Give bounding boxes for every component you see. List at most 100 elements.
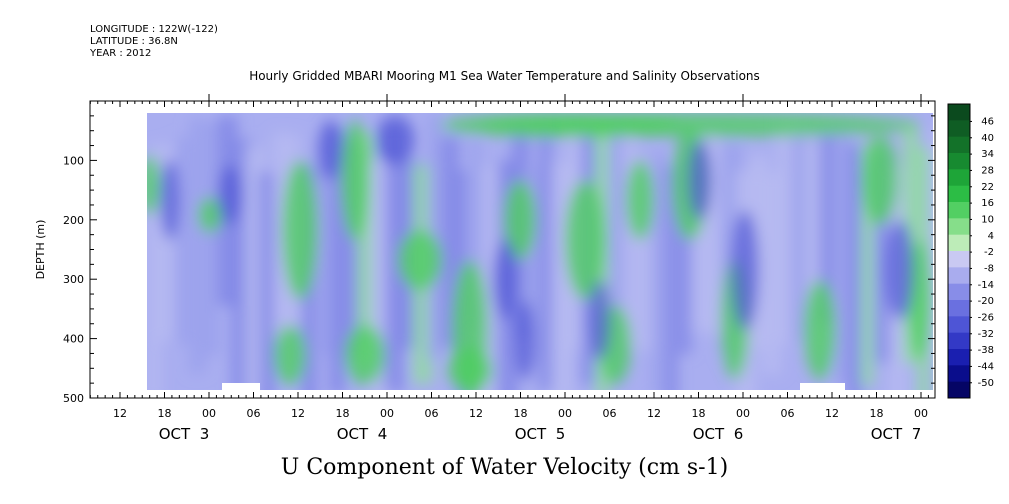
data-gap [222, 383, 260, 390]
x-day-label: OCT 5 [515, 425, 566, 443]
variable-label: U Component of Water Velocity (cm s-1) [280, 455, 729, 480]
x-tick-label: 12 [469, 407, 483, 420]
heat-green-patch [341, 120, 369, 240]
longitude-label: LONGITUDE : 122W(-122) [90, 24, 218, 35]
heat-blobs [147, 113, 933, 390]
y-tick-label: 400 [63, 333, 84, 346]
x-tick-label: 18 [870, 407, 884, 420]
year-label: YEAR : 2012 [90, 48, 152, 59]
heat-green-patch [862, 135, 898, 225]
heat-blue-core [318, 120, 342, 180]
colorbar-label: 46 [981, 116, 994, 127]
heat-band [189, 117, 206, 374]
colorbar-label: -38 [978, 345, 994, 356]
colorbar-swatch [948, 136, 970, 154]
x-tick-label: 06 [781, 407, 795, 420]
heat-band [763, 172, 782, 375]
x-tick-label: 00 [558, 407, 572, 420]
heat-green-patch [198, 197, 222, 233]
data-gap [800, 383, 845, 390]
x-tick-label: 12 [647, 407, 661, 420]
colorbar-label: -8 [984, 263, 994, 274]
heat-green-patch [504, 180, 536, 260]
heat-green-patch [448, 348, 492, 390]
heat-blue-core [590, 280, 610, 360]
x-day-label: OCT 4 [337, 425, 388, 443]
colorbar-swatch [948, 104, 970, 121]
x-tick-label: 00 [380, 407, 394, 420]
heat-band [847, 144, 863, 390]
colorbar-label: -50 [978, 378, 994, 389]
x-tick-label: 06 [603, 407, 617, 420]
colorbar: 46 40 34 28 22 16 10 4 -2 -8 -14 -20 -26 -32 -38 -44 -50 [947, 103, 994, 399]
heat-green-patch [398, 230, 442, 290]
heat-band [665, 165, 678, 390]
y-axis: 100 200 300 400 500 DEPTH (m) [34, 115, 935, 405]
heat-band [175, 137, 190, 345]
y-tick-label: 200 [63, 214, 84, 227]
heat-blue-core [493, 240, 517, 320]
x-tick-label: 00 [202, 407, 216, 420]
heat-blue-core [886, 220, 914, 320]
colorbar-swatch [948, 202, 970, 219]
latitude-label: LATITUDE : 36.8N [90, 36, 178, 47]
colorbar-border [947, 103, 971, 399]
colorbar-label: 40 [981, 133, 994, 144]
heat-blue-core [375, 115, 415, 165]
colorbar-swatch [948, 218, 970, 236]
heat-blue-core [688, 140, 712, 220]
heat-band [819, 135, 836, 323]
y-tick-label: 300 [63, 273, 84, 286]
colorbar-label: 34 [981, 149, 994, 160]
metadata-block: LONGITUDE : 122W(-122) LATITUDE : 36.8N … [90, 24, 218, 60]
colorbar-label: -32 [978, 329, 994, 340]
x-tick-label: 18 [692, 407, 706, 420]
colorbar-label: -2 [984, 247, 994, 258]
colorbar-swatch [948, 283, 970, 301]
heat-band [427, 114, 443, 360]
colorbar-swatch [948, 300, 970, 317]
heat-band [203, 122, 221, 356]
colorbar-swatch [948, 381, 970, 399]
colorbar-label: 10 [981, 214, 994, 225]
heat-green-patch [274, 325, 306, 385]
colorbar-swatch [948, 185, 970, 203]
heat-green-patch [626, 160, 654, 240]
x-tick-label: 06 [247, 407, 261, 420]
colorbar-label: -26 [978, 312, 994, 323]
colorbar-swatch [948, 267, 970, 285]
colorbar-swatch [948, 234, 970, 252]
heat-green-patch [147, 155, 160, 215]
heat-blue-core [515, 300, 535, 380]
heat-green-patch [282, 160, 318, 300]
colorbar-label: -14 [978, 280, 994, 291]
heat-blue-core [731, 210, 759, 330]
x-day-label: OCT 3 [159, 425, 210, 443]
colorbar-label: 28 [981, 165, 994, 176]
x-tick-label: 12 [113, 407, 127, 420]
x-tick-label: 18 [158, 407, 172, 420]
colorbar-swatch [948, 169, 970, 187]
colorbar-swatch [948, 120, 970, 138]
x-tick-label: 00 [736, 407, 750, 420]
x-tick-label: 12 [291, 407, 305, 420]
heat-green-patch [480, 113, 920, 137]
colorbar-label: 4 [988, 231, 994, 242]
heat-band [273, 132, 287, 341]
x-tick-label: 18 [514, 407, 528, 420]
x-day-label: OCT 7 [871, 425, 922, 443]
y-tick-label: 100 [63, 154, 84, 167]
heat-blue-core [160, 160, 180, 240]
x-tick-label: 06 [425, 407, 439, 420]
chart-title: Hourly Gridded MBARI Mooring M1 Sea Wate… [249, 69, 760, 83]
x-tick-label: 18 [336, 407, 350, 420]
heat-green-patch [565, 180, 605, 300]
y-axis-label: DEPTH (m) [34, 220, 47, 280]
heat-band [651, 151, 666, 390]
colorbar-swatch [948, 365, 970, 383]
heat-blue-core [218, 165, 242, 225]
heat-green-patch [345, 325, 385, 385]
x-tick-label: 12 [825, 407, 839, 420]
x-day-label: OCT 6 [693, 425, 744, 443]
